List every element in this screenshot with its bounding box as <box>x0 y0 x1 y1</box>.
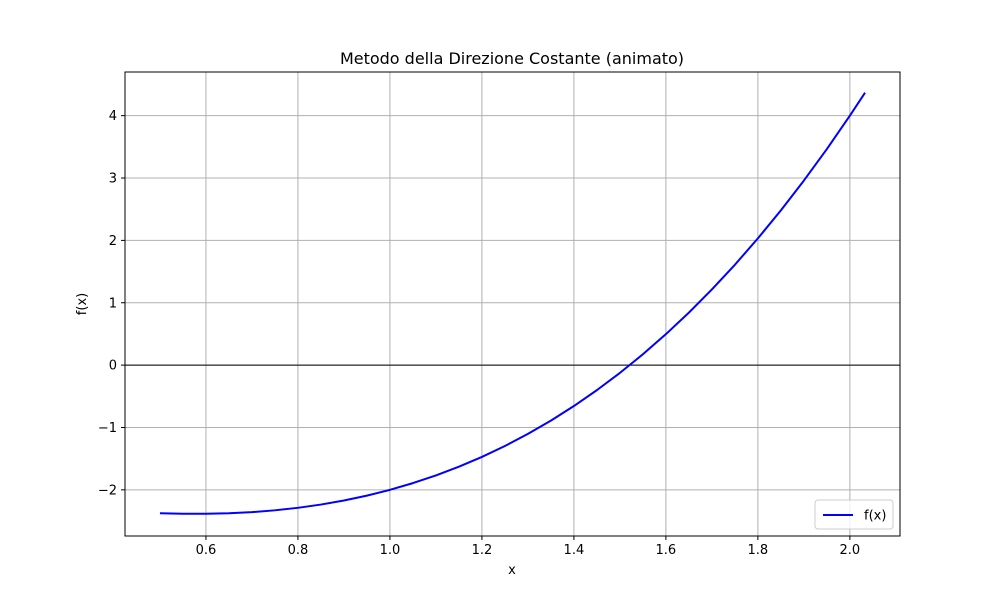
series-layer <box>159 92 866 515</box>
x-tick-label: 0.6 <box>196 543 217 558</box>
legend-box <box>814 499 894 530</box>
y-tick-label: 4 <box>109 109 117 124</box>
y-tick-label: 0 <box>109 359 117 374</box>
plot-area-frame <box>124 71 901 537</box>
x-tick-label: 0.8 <box>288 543 309 558</box>
y-tick-label: −1 <box>98 421 117 436</box>
y-tick-label: −2 <box>98 483 117 498</box>
x-tick-label: 1.8 <box>748 543 769 558</box>
y-axis-label: f(x) <box>75 293 90 315</box>
y-tick-label: 3 <box>109 172 117 187</box>
chart-title: Metodo della Direzione Costante (animato… <box>340 49 684 68</box>
x-axis-label: x <box>508 563 516 578</box>
legend-label: f(x) <box>864 509 886 524</box>
axis-ticks: 0.6 0.8 1.0 1.2 1.4 1.6 1.8 2.0 −2 −1 0 1 2 3 4 <box>98 109 860 558</box>
y-tick-label: 1 <box>109 296 117 311</box>
series-line-f-x <box>159 92 866 515</box>
legend: f(x) <box>814 499 894 530</box>
x-tick-label: 1.4 <box>564 543 585 558</box>
x-tick-label: 1.6 <box>656 543 677 558</box>
x-tick-label: 1.0 <box>380 543 401 558</box>
x-tick-label: 1.2 <box>472 543 493 558</box>
x-tick-label: 2.0 <box>840 543 861 558</box>
y-tick-label: 2 <box>109 234 117 249</box>
